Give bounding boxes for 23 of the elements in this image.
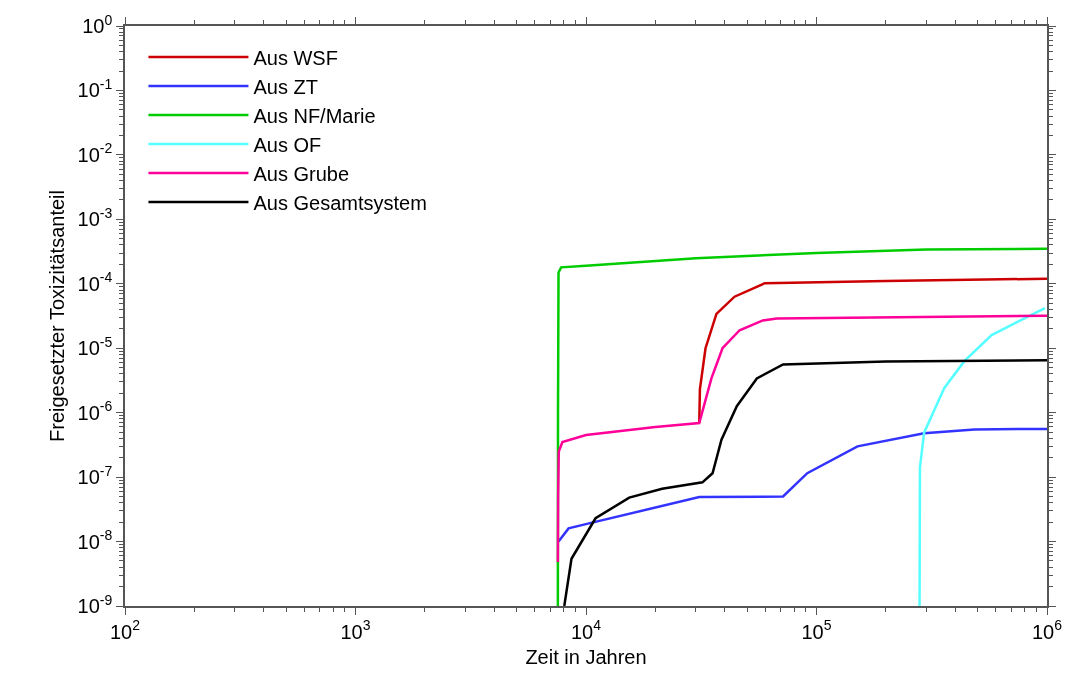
y-tick-label: 10$^{-2}$ <box>77 140 113 166</box>
legend-label: Aus Grube <box>253 162 350 185</box>
legend-label: Aus OF <box>253 133 322 156</box>
y-tick-label: 10$^{-7}$ <box>77 462 113 489</box>
legend-label: Aus Gesamtsystem <box>253 191 427 214</box>
y-tick-label: 10$^{-8}$ <box>77 527 113 553</box>
x-tick-label: 10$^{5}$ <box>801 617 832 643</box>
y-tick-label: 10$^{-3}$ <box>77 204 113 231</box>
legend-label: Aus WSF <box>253 46 338 69</box>
y-tick-label: 10$^{-4}$ <box>77 269 113 295</box>
y-tick-label: 10$^{-5}$ <box>77 333 113 360</box>
y-tick-label: 10$^{-9}$ <box>77 591 113 617</box>
y-tick-label: 10$^{0}$ <box>82 11 113 37</box>
legend-label: Aus ZT <box>253 75 318 98</box>
legend-label: Aus NF/Marie <box>253 104 376 127</box>
x-tick-label: 10$^{6}$ <box>1031 617 1063 643</box>
x-tick-label: 10$^{4}$ <box>570 617 602 643</box>
y-tick-label: 10$^{-6}$ <box>77 398 113 424</box>
y-axis-title: Freigesetzter Toxizitätsanteil <box>45 190 68 442</box>
y-tick-label: 10$^{-1}$ <box>77 76 113 102</box>
x-axis-title: Zeit in Jahren <box>525 645 647 668</box>
x-tick-label: 10$^{2}$ <box>109 617 141 643</box>
x-tick-label: 10$^{3}$ <box>340 617 371 643</box>
